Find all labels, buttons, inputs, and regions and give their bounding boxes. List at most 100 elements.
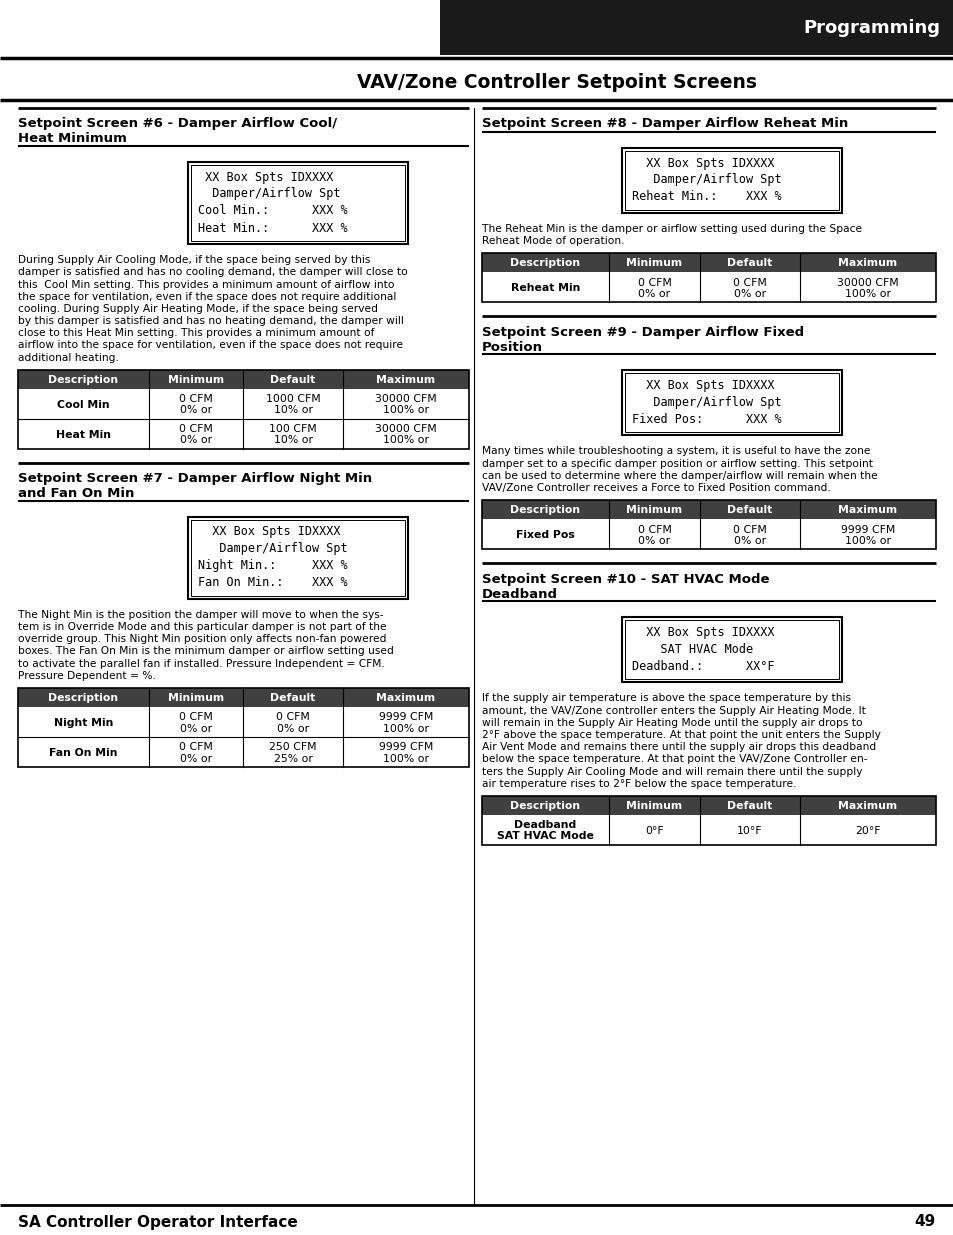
Text: Description: Description [510, 800, 580, 811]
Text: Heat Min.:      XXX %: Heat Min.: XXX % [197, 221, 347, 235]
Text: the space for ventilation, even if the space does not require additional: the space for ventilation, even if the s… [18, 291, 395, 301]
Text: tem is in Override Mode and this particular damper is not part of the: tem is in Override Mode and this particu… [18, 622, 386, 632]
Text: 0% or: 0% or [180, 435, 212, 446]
Bar [18, 419, 469, 448]
Text: Default: Default [271, 374, 315, 385]
Text: Setpoint Screen #10 - SAT HVAC Mode: Setpoint Screen #10 - SAT HVAC Mode [481, 573, 769, 585]
Text: Maximum: Maximum [838, 800, 897, 811]
Text: If the supply air temperature is above the space temperature by this: If the supply air temperature is above t… [481, 693, 850, 703]
Text: Maximum: Maximum [838, 258, 897, 268]
Bar [481, 795, 935, 815]
Text: will remain in the Supply Air Heating Mode until the supply air drops to: will remain in the Supply Air Heating Mo… [481, 718, 862, 727]
Text: Fan On Min.:    XXX %: Fan On Min.: XXX % [197, 577, 347, 589]
Text: Deadband: Deadband [481, 588, 558, 600]
Bar [481, 500, 935, 550]
Bar [18, 688, 469, 706]
Text: 0% or: 0% or [733, 536, 765, 546]
Text: 0 CFM: 0 CFM [179, 742, 213, 752]
Text: Setpoint Screen #7 - Damper Airflow Night Min: Setpoint Screen #7 - Damper Airflow Nigh… [18, 472, 372, 485]
Text: 30000 CFM: 30000 CFM [375, 394, 436, 404]
Text: 0 CFM: 0 CFM [732, 278, 766, 288]
Text: Description: Description [510, 258, 580, 268]
Text: Heat Min: Heat Min [56, 430, 111, 440]
Text: 250 CFM: 250 CFM [269, 742, 316, 752]
Text: 0 CFM: 0 CFM [179, 425, 213, 435]
Text: override group. This Night Min position only affects non-fan powered: override group. This Night Min position … [18, 635, 386, 645]
Text: 2°F above the space temperature. At that point the unit enters the Supply: 2°F above the space temperature. At that… [481, 730, 880, 740]
Text: 9999 CFM: 9999 CFM [378, 742, 433, 752]
Text: Default: Default [726, 258, 772, 268]
Bar [624, 620, 838, 679]
Text: Night Min.:     XXX %: Night Min.: XXX % [197, 559, 347, 572]
Bar [18, 706, 469, 737]
Text: airflow into the space for ventilation, even if the space does not require: airflow into the space for ventilation, … [18, 341, 403, 351]
Text: Minimum: Minimum [168, 693, 224, 703]
Text: Maximum: Maximum [838, 505, 897, 515]
Text: Maximum: Maximum [375, 693, 435, 703]
Text: 0 CFM: 0 CFM [637, 278, 671, 288]
Text: Deadband.:      XX°F: Deadband.: XX°F [631, 659, 774, 673]
Bar [624, 151, 838, 210]
Text: cooling. During Supply Air Heating Mode, if the space being served: cooling. During Supply Air Heating Mode,… [18, 304, 377, 314]
Bar [481, 519, 935, 550]
Bar [481, 500, 935, 519]
Text: Description: Description [49, 693, 118, 703]
Bar [621, 618, 841, 682]
Text: 30000 CFM: 30000 CFM [836, 278, 898, 288]
Text: 0% or: 0% or [638, 289, 670, 299]
Text: 100% or: 100% or [382, 435, 429, 446]
Text: XX Box Spts IDXXXX: XX Box Spts IDXXXX [197, 525, 340, 538]
Text: to activate the parallel fan if installed. Pressure Independent = CFM.: to activate the parallel fan if installe… [18, 658, 384, 668]
Text: Default: Default [726, 800, 772, 811]
Text: Description: Description [510, 505, 580, 515]
Text: Damper/Airflow Spt: Damper/Airflow Spt [197, 188, 340, 200]
Text: 0 CFM: 0 CFM [179, 394, 213, 404]
Text: 100% or: 100% or [844, 536, 890, 546]
Text: Reheat Min: Reheat Min [511, 283, 579, 294]
Text: Programming: Programming [802, 19, 939, 37]
Text: 0% or: 0% or [180, 753, 212, 763]
Text: VAV/Zone Controller receives a Force to Fixed Position command.: VAV/Zone Controller receives a Force to … [481, 483, 830, 493]
Text: Setpoint Screen #8 - Damper Airflow Reheat Min: Setpoint Screen #8 - Damper Airflow Rehe… [481, 117, 847, 131]
Text: 100 CFM: 100 CFM [269, 425, 316, 435]
Text: XX Box Spts IDXXXX: XX Box Spts IDXXXX [197, 170, 333, 184]
Bar [481, 273, 935, 303]
Bar [18, 369, 469, 389]
Text: 0 CFM: 0 CFM [732, 525, 766, 535]
Text: additional heating.: additional heating. [18, 353, 119, 363]
Text: Damper/Airflow Spt: Damper/Airflow Spt [631, 396, 781, 409]
Text: damper is satisfied and has no cooling demand, the damper will close to: damper is satisfied and has no cooling d… [18, 267, 407, 278]
Text: Fan On Min: Fan On Min [50, 748, 117, 758]
Bar [191, 520, 404, 595]
Text: 9999 CFM: 9999 CFM [840, 525, 894, 535]
Text: Air Vent Mode and remains there until the supply air drops this deadband: Air Vent Mode and remains there until th… [481, 742, 876, 752]
Text: Setpoint Screen #6 - Damper Airflow Cool/: Setpoint Screen #6 - Damper Airflow Cool… [18, 117, 336, 131]
Text: Minimum: Minimum [168, 374, 224, 385]
Text: Maximum: Maximum [375, 374, 435, 385]
Text: Minimum: Minimum [626, 258, 681, 268]
Text: 0 CFM: 0 CFM [179, 713, 213, 722]
Bar [621, 370, 841, 436]
Text: 0°F: 0°F [644, 826, 663, 836]
Bar [188, 162, 407, 245]
Text: Position: Position [481, 341, 542, 354]
Text: Night Min: Night Min [53, 718, 113, 727]
Text: 25% or: 25% or [274, 753, 313, 763]
Bar [481, 815, 935, 845]
Text: 9999 CFM: 9999 CFM [378, 713, 433, 722]
Text: 0 CFM: 0 CFM [275, 713, 310, 722]
Text: The Reheat Min is the damper or airflow setting used during the Space: The Reheat Min is the damper or airflow … [481, 224, 862, 235]
Text: 49: 49 [914, 1214, 935, 1230]
Text: 0 CFM: 0 CFM [637, 525, 671, 535]
Bar [481, 253, 935, 303]
Text: The Night Min is the position the damper will move to when the sys-: The Night Min is the position the damper… [18, 610, 383, 620]
Bar [481, 795, 935, 845]
Bar [481, 253, 935, 273]
Text: Heat Minimum: Heat Minimum [18, 132, 127, 146]
Text: Cool Min: Cool Min [57, 400, 110, 410]
Text: Default: Default [271, 693, 315, 703]
Text: damper set to a specific damper position or airflow setting. This setpoint: damper set to a specific damper position… [481, 458, 872, 469]
Text: Minimum: Minimum [626, 800, 681, 811]
Text: During Supply Air Cooling Mode, if the space being served by this: During Supply Air Cooling Mode, if the s… [18, 256, 370, 266]
Bar [18, 737, 469, 767]
